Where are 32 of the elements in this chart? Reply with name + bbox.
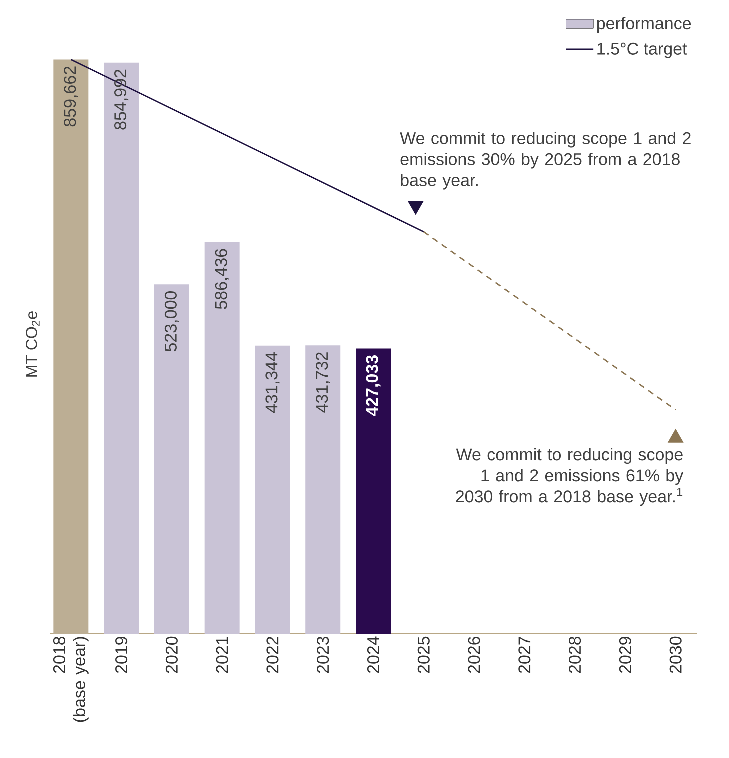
x-tick-label: 2023: [317, 636, 330, 674]
y-axis-title: MT CO$_{2}$e: [26, 312, 40, 377]
bar: [255, 346, 290, 634]
annotation: We commit to reducing scope 1 and 2 emissions 30% by 2025 from a 2018 base year.: [400, 132, 691, 190]
legend-label: 1.5°C target: [598, 42, 688, 58]
bar: [356, 348, 391, 634]
bar: [104, 62, 140, 634]
x-tick-label: 2025: [418, 636, 430, 674]
data-label: 523,000: [164, 291, 179, 352]
data-label: 859,662: [64, 66, 78, 127]
data-label: 431,344: [266, 352, 280, 414]
x-tick-label: 2030: [670, 636, 682, 674]
bar: [306, 346, 341, 634]
bar: [54, 60, 89, 634]
data-label: 427,033: [366, 356, 381, 416]
legend-label: performance: [597, 17, 692, 33]
data-label: 431,732: [316, 352, 330, 413]
x-tick-label: 2021: [216, 637, 228, 674]
x-tick-label: 2029: [619, 637, 632, 674]
x-tick-label: 2018 (base year): [53, 636, 89, 722]
bar: [204, 242, 240, 634]
data-label: 586,436: [215, 249, 230, 310]
annotation: We commit to reducing scope 1 and 2 emissions 61% by 2030 from a 2018 base year.$^{1}$: [456, 448, 684, 506]
x-tick-label: 2024: [367, 636, 380, 674]
x-tick-label: 2028: [569, 636, 582, 674]
bar: [154, 284, 190, 634]
data-label: 854,992: [114, 70, 129, 130]
x-tick-label: 2027: [518, 637, 531, 674]
x-tick-label: 2022: [266, 637, 279, 674]
x-tick-label: 2019: [116, 637, 128, 674]
x-tick-label: 2026: [468, 636, 480, 674]
x-tick-label: 2020: [166, 636, 178, 674]
